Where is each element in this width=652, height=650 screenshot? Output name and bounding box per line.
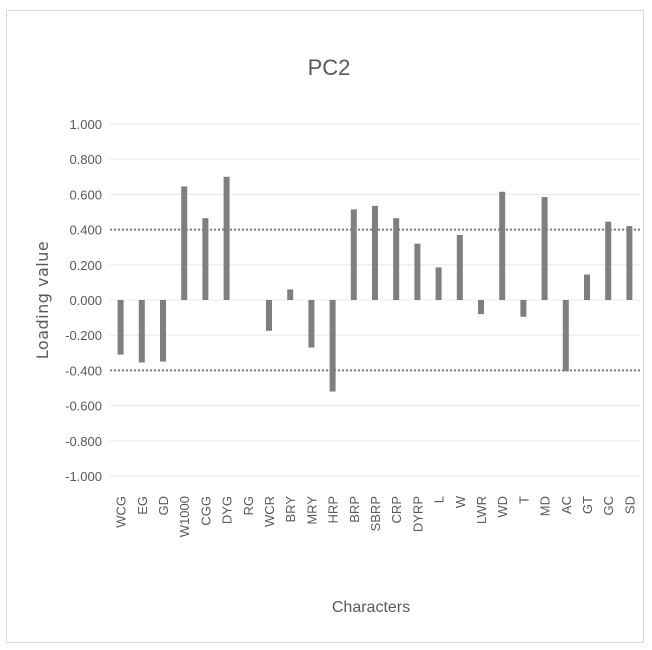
bar — [138, 300, 145, 363]
chart-title: PC2 — [308, 55, 351, 80]
bar — [584, 274, 590, 300]
x-tick-label: HRP — [326, 496, 341, 523]
x-tick-label: T — [516, 496, 531, 504]
x-tick-label: GT — [580, 496, 595, 514]
bar — [478, 300, 484, 315]
y-tick-label: -0.600 — [65, 399, 102, 414]
x-tick-label: CGG — [198, 496, 213, 526]
y-tick-label: -1.000 — [65, 469, 102, 484]
bar — [626, 226, 633, 300]
bar — [350, 209, 357, 300]
x-tick-label: MD — [538, 496, 553, 516]
x-tick-label: SD — [622, 496, 637, 514]
x-tick-label: GC — [601, 496, 616, 516]
bar — [181, 186, 188, 300]
x-tick-label: SBRP — [368, 496, 383, 531]
bar — [329, 300, 336, 392]
x-tick-label: DYG — [220, 496, 235, 524]
x-tick-label: W — [453, 495, 468, 508]
y-tick-label: -0.200 — [65, 328, 102, 343]
x-tick-label: EG — [135, 496, 150, 515]
bar — [456, 234, 463, 300]
y-tick-label: -0.800 — [65, 434, 102, 449]
x-axis-label: Characters — [332, 599, 410, 616]
bar — [372, 205, 378, 300]
chart-frame — [6, 10, 644, 643]
x-tick-label: CRP — [389, 496, 404, 523]
x-tick-label: GD — [156, 496, 171, 516]
bar — [605, 221, 612, 300]
y-tick-label: -0.400 — [65, 363, 102, 378]
x-tick-label: W1000 — [177, 496, 192, 537]
bar — [541, 197, 548, 300]
y-tick-label: 0.400 — [69, 223, 102, 238]
x-tick-label: L — [432, 496, 447, 503]
x-tick-label: BRY — [283, 496, 298, 523]
bar — [393, 218, 400, 300]
bar — [287, 289, 294, 300]
x-tick-label: LWR — [474, 496, 489, 524]
x-tick-label: AC — [559, 496, 574, 514]
y-tick-label: 0.800 — [69, 152, 102, 167]
bar — [223, 176, 230, 300]
x-tick-label: WD — [495, 496, 510, 518]
bar — [202, 218, 209, 300]
y-tick-label: 0.200 — [69, 258, 102, 273]
bar — [499, 191, 506, 300]
bar — [160, 300, 166, 362]
bar — [435, 267, 442, 300]
bar — [308, 300, 315, 348]
y-tick-label: 1.000 — [69, 117, 102, 132]
bar — [414, 243, 421, 300]
bar — [266, 300, 272, 331]
x-tick-label: WCG — [114, 496, 129, 528]
bar — [520, 300, 527, 317]
x-tick-label: RG — [241, 496, 256, 516]
y-axis-label: Loading value — [33, 241, 52, 359]
bar — [117, 300, 124, 355]
x-tick-label: BRP — [347, 496, 362, 523]
y-tick-label: 0.000 — [69, 293, 102, 308]
bar — [562, 300, 569, 372]
y-tick-label: 0.600 — [69, 187, 102, 202]
x-tick-label: DYRP — [410, 496, 425, 532]
x-tick-label: WCR — [262, 496, 277, 527]
x-tick-label: MRY — [304, 496, 319, 525]
